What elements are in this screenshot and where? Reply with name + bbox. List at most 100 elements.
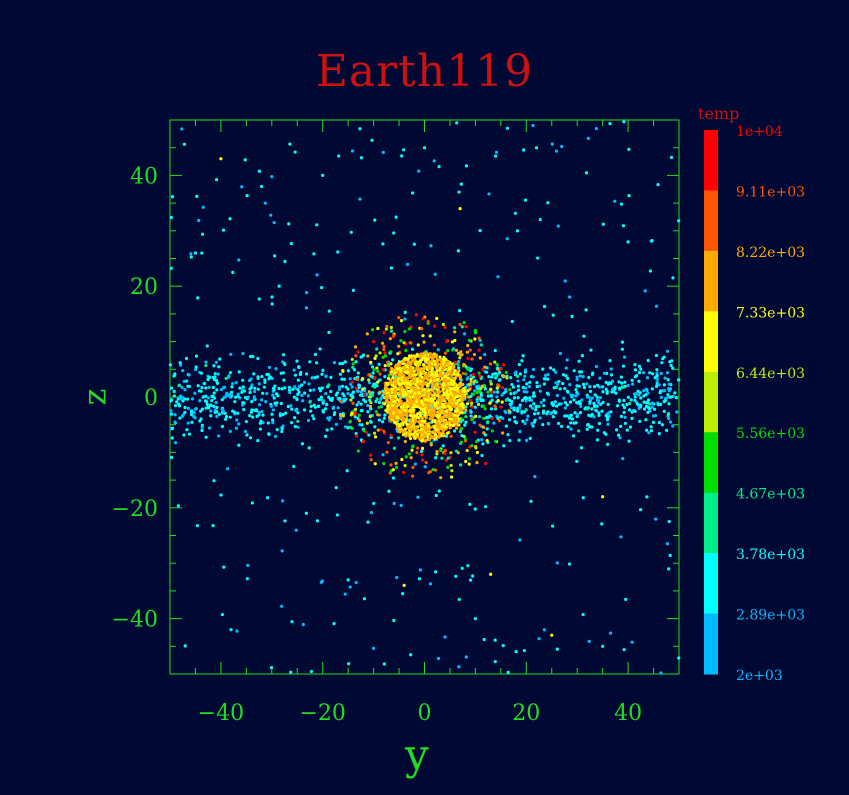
particle-point [244,419,248,424]
particle-point [566,376,570,381]
particle-point [345,469,349,473]
colorbar-tick-label: 9.11e+03 [736,184,805,200]
particle-point [245,433,249,437]
particle-point [510,382,514,387]
particle-point [577,429,581,433]
particle-point [281,424,285,428]
particle-point [212,404,216,408]
particle-point [266,421,270,425]
particle-point [506,670,510,674]
particle-point [616,404,620,408]
particle-point [373,462,377,466]
particle-point [189,410,194,414]
particle-point [659,395,664,399]
particle-point [382,330,386,335]
particle-point [382,347,386,352]
particle-point [630,640,634,644]
particle-point [186,384,190,388]
particle-point [455,387,459,391]
particle-point [649,425,653,429]
particle-point [457,417,461,421]
particle-point [330,427,334,431]
particle-point [461,405,465,410]
particle-point [184,356,189,361]
particle-point [186,406,191,410]
particle-point [493,638,497,642]
colorbar-segment [704,250,718,312]
particle-point [398,390,402,395]
particle-point [471,574,475,578]
particle-point [178,361,182,365]
particle-point [176,504,180,508]
particle-point [435,374,439,378]
particle-point [505,376,509,380]
particle-point [394,412,398,416]
particle-point [417,391,421,395]
particle-point [207,385,211,389]
particle-point [350,411,354,415]
particle-point [626,383,630,388]
particle-point [296,411,300,415]
particle-point [451,348,455,352]
particle-point [300,442,305,446]
x-tick-label: −20 [299,701,345,726]
particle-point [386,362,391,366]
particle-point [432,393,436,397]
particle-point [458,406,462,410]
particle-point [467,383,471,387]
particle-point [416,370,420,375]
particle-point [437,413,442,417]
particle-point [656,183,660,187]
particle-point [355,434,359,438]
x-tick-label: 0 [418,701,432,726]
particle-point [283,362,287,367]
particle-point [488,401,492,405]
particle-point [409,653,413,657]
particle-point [400,457,404,462]
particle-point [430,373,434,377]
particle-point [290,421,294,425]
particle-point [642,400,646,404]
x-axis-label: y [405,730,429,779]
particle-point [451,376,455,381]
particle-point [433,383,437,387]
particle-point [610,387,615,391]
particle-point [500,393,504,397]
particle-point [213,372,217,376]
particle-point [411,408,416,412]
particle-point [353,345,358,349]
particle-point [256,356,260,361]
particle-point [510,319,514,324]
particle-point [528,380,532,384]
particle-point [341,361,345,366]
particle-point [312,417,316,421]
particle-point [408,365,412,369]
particle-point [614,391,618,395]
particle-point [436,358,440,362]
particle-point [367,433,371,437]
particle-point [606,402,610,407]
particle-point [490,429,495,433]
particle-point [406,357,410,361]
particle-point [391,395,395,400]
particle-point [570,417,575,421]
particle-point [490,416,494,421]
particle-point [336,406,340,410]
particle-point [219,387,224,392]
particle-point [409,390,413,394]
particle-point [269,665,274,670]
particle-point [374,410,378,414]
particle-point [516,409,520,413]
particle-point [495,386,500,390]
particle-point [453,368,457,373]
particle-point [225,467,230,471]
particle-point [669,363,673,368]
particle-point [473,331,478,335]
particle-point [538,384,542,388]
particle-point [370,328,375,332]
particle-point [195,524,200,528]
particle-point [313,376,317,380]
particle-point [668,360,672,364]
particle-point [463,423,467,427]
particle-point [341,414,345,418]
